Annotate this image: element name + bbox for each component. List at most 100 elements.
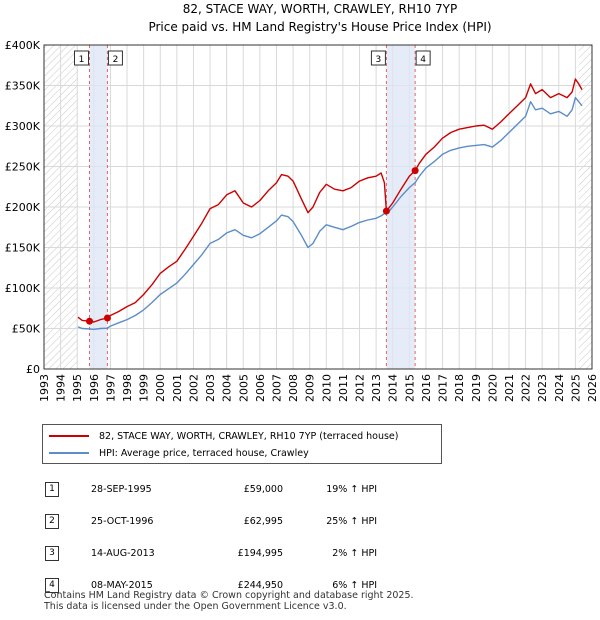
sale-price: £244,950 bbox=[237, 579, 283, 591]
sale-point bbox=[103, 314, 111, 322]
x-tick-label: 2012 bbox=[354, 374, 367, 402]
sale-number-cell: 2 bbox=[42, 505, 91, 537]
series-group bbox=[77, 78, 583, 330]
y-tick-label: £300K bbox=[5, 120, 41, 133]
sale-row: 3 14-AUG-2013 £194,995 2% ↑ HPI bbox=[42, 537, 377, 569]
footer-licence: This data is licensed under the Open Gov… bbox=[44, 601, 347, 612]
x-tick-label: 2003 bbox=[204, 374, 217, 402]
x-tick-label: 2007 bbox=[270, 374, 283, 402]
sale-number-cell: 1 bbox=[42, 473, 91, 505]
footer: Contains HM Land Registry data © Crown c… bbox=[44, 590, 414, 612]
sale-price: £59,000 bbox=[243, 483, 283, 495]
sale-date: 25-OCT-1996 bbox=[91, 515, 154, 527]
legend: 82, STACE WAY, WORTH, CRAWLEY, RH10 7YP … bbox=[42, 424, 442, 464]
x-tick-label: 2024 bbox=[553, 374, 566, 402]
y-tick-label: £100K bbox=[5, 282, 41, 295]
plot-frame bbox=[43, 44, 593, 370]
x-tick-label: 1994 bbox=[55, 374, 68, 402]
chart-subtitle: Price paid vs. HM Land Registry's House … bbox=[148, 20, 491, 34]
x-tick-label: 2023 bbox=[536, 374, 549, 402]
y-tick-label: £250K bbox=[5, 161, 41, 174]
sale-price: £194,995 bbox=[237, 547, 283, 559]
x-tick-label: 2013 bbox=[370, 374, 383, 402]
sale-number-cell: 3 bbox=[42, 537, 91, 569]
x-tick-label: 2008 bbox=[287, 374, 300, 402]
x-tick-label: 2006 bbox=[254, 374, 267, 402]
sale-row: 2 25-OCT-1996 £62,995 25% ↑ HPI bbox=[42, 505, 377, 537]
sale-period-shade bbox=[89, 45, 108, 369]
y-tick-label: £400K bbox=[5, 39, 41, 52]
sale-hpi-change: 25% ↑ HPI bbox=[326, 515, 377, 527]
x-tick-label: 2009 bbox=[304, 374, 317, 402]
sale-row: 4 08-MAY-2015 £244,950 6% ↑ HPI bbox=[42, 569, 377, 601]
x-tick-label: 2002 bbox=[187, 374, 200, 402]
y-tick-label: £0 bbox=[26, 363, 40, 376]
sale-hpi-change: 2% ↑ HPI bbox=[332, 547, 377, 559]
property-price-line bbox=[77, 78, 583, 323]
x-tick-label: 2015 bbox=[403, 374, 416, 402]
hpi-line bbox=[77, 96, 583, 330]
sale-label-box bbox=[107, 50, 123, 66]
x-tick-label: 2018 bbox=[453, 374, 466, 402]
sale-number-badge: 3 bbox=[45, 545, 59, 561]
x-tick-label: 1997 bbox=[104, 374, 117, 402]
legend-item-property: 82, STACE WAY, WORTH, CRAWLEY, RH10 7YP … bbox=[49, 429, 398, 443]
x-tick-label: 2005 bbox=[237, 374, 250, 402]
legend-line-property bbox=[49, 435, 89, 437]
sale-point bbox=[382, 207, 390, 215]
price-chart: 82, STACE WAY, WORTH, CRAWLEY, RH10 7YP … bbox=[5, 2, 599, 402]
sale-date: 14-AUG-2013 bbox=[91, 547, 155, 559]
y-tick-label: £200K bbox=[5, 201, 41, 214]
x-tick-label: 2016 bbox=[420, 374, 433, 402]
sale-date: 28-SEP-1995 bbox=[91, 483, 152, 495]
footer-copyright: Contains HM Land Registry data © Crown c… bbox=[44, 590, 414, 601]
sale-point bbox=[86, 317, 94, 325]
x-tick-label: 1999 bbox=[138, 374, 151, 402]
sale-markers: 1 2 3 4 bbox=[74, 50, 431, 325]
sale-hpi-change: 19% ↑ HPI bbox=[326, 483, 377, 495]
sale-number-badge: 2 bbox=[45, 513, 59, 529]
sale-date: 08-MAY-2015 bbox=[91, 579, 153, 591]
x-tick-label: 2022 bbox=[520, 374, 533, 402]
x-tick-label: 1998 bbox=[121, 374, 134, 402]
legend-label-property: 82, STACE WAY, WORTH, CRAWLEY, RH10 7YP … bbox=[99, 430, 399, 442]
legend-item-hpi: HPI: Average price, terraced house, Craw… bbox=[49, 446, 309, 460]
sales-table: 1 28-SEP-1995 £59,000 19% ↑ HPI 2 25-OCT-1996… bbox=[42, 473, 377, 601]
sale-number-cell: 4 bbox=[42, 569, 91, 601]
x-tick-label: 2021 bbox=[503, 374, 516, 402]
sale-number-badge: 1 bbox=[45, 481, 59, 497]
x-tick-label: 2000 bbox=[154, 374, 167, 402]
x-tick-label: 2004 bbox=[221, 374, 234, 402]
sale-label: 2 bbox=[113, 55, 119, 65]
x-axis: 1993 1994 1995 1996 1997 1998 1999 2000 2001 2002… bbox=[38, 374, 599, 402]
x-tick-label: 2020 bbox=[486, 374, 499, 402]
x-tick-label: 2001 bbox=[171, 374, 184, 402]
sale-number-badge: 4 bbox=[45, 577, 59, 593]
sale-label-box bbox=[415, 50, 431, 66]
y-tick-label: £150K bbox=[5, 242, 41, 255]
y-tick-label: £50K bbox=[12, 323, 41, 336]
x-tick-label: 1993 bbox=[38, 374, 51, 402]
x-tick-label: 2011 bbox=[337, 374, 350, 402]
y-tick-label: £350K bbox=[5, 80, 41, 93]
sale-price: £62,995 bbox=[243, 515, 283, 527]
legend-line-hpi bbox=[49, 452, 89, 454]
chart-title: 82, STACE WAY, WORTH, CRAWLEY, RH10 7YP bbox=[183, 2, 457, 16]
sale-label: 3 bbox=[376, 55, 382, 65]
x-tick-label: 2014 bbox=[387, 374, 400, 402]
x-tick-label: 2025 bbox=[569, 374, 582, 402]
sale-period-shade bbox=[386, 45, 416, 369]
sale-hpi-change: 6% ↑ HPI bbox=[332, 579, 377, 591]
x-tick-label: 2019 bbox=[470, 374, 483, 402]
sale-point bbox=[411, 167, 419, 175]
sale-label-box bbox=[74, 50, 90, 66]
sale-label: 1 bbox=[79, 55, 85, 65]
plot-border bbox=[43, 44, 593, 370]
x-tick-label: 2026 bbox=[586, 374, 599, 402]
x-tick-label: 1996 bbox=[88, 374, 101, 402]
x-tick-label: 1995 bbox=[71, 374, 84, 402]
x-tick-label: 2017 bbox=[437, 374, 450, 402]
x-tick-label: 2010 bbox=[320, 374, 333, 402]
sale-row: 1 28-SEP-1995 £59,000 19% ↑ HPI bbox=[42, 473, 377, 505]
legend-label-hpi: HPI: Average price, terraced house, Craw… bbox=[99, 447, 309, 459]
